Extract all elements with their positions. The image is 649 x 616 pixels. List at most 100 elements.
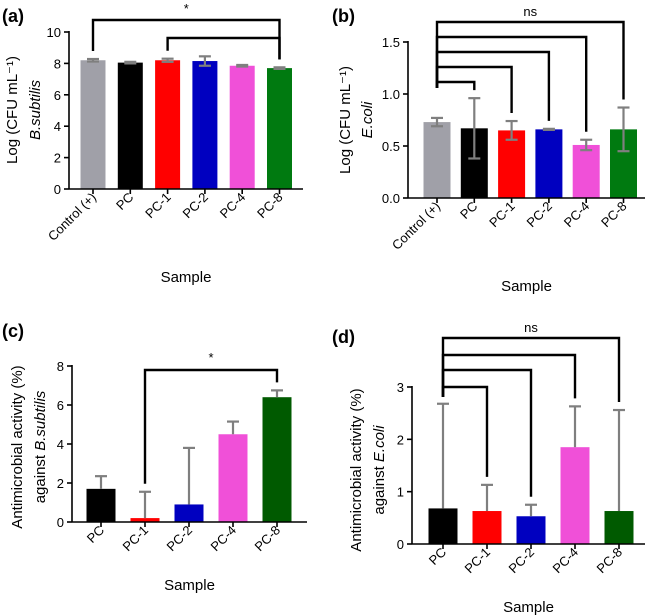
x-tick-label: PC-8 <box>598 199 630 231</box>
x-tick-label: PC-2 <box>164 523 196 555</box>
error-bar <box>580 138 593 152</box>
error-bar <box>87 57 99 63</box>
error-bar <box>271 389 283 398</box>
significance-label: ns <box>523 4 537 19</box>
y-tick-label: 3 <box>397 380 404 395</box>
y-axis-title-line1: Antimicrobial activity (%) <box>9 365 26 528</box>
error-bar <box>139 490 151 519</box>
y-axis-title-line1: Antimicrobial activity (%) <box>348 388 365 551</box>
significance-bracket <box>435 20 625 100</box>
x-tick-label: PC-4 <box>561 199 593 231</box>
bar-pc-1 <box>498 130 526 198</box>
error-bar <box>431 116 443 128</box>
panel-label: (d) <box>332 327 355 347</box>
y-axis-title-line2: against E.coli <box>371 425 388 515</box>
y-tick-label: 1.5 <box>382 35 400 50</box>
y-axis-title-prefix: against <box>371 462 388 515</box>
x-axis-title: Sample <box>164 577 215 594</box>
x-tick-label: PC-8 <box>594 545 626 577</box>
x-tick-label: PC <box>113 190 136 213</box>
error-bar <box>227 420 239 435</box>
error-bar <box>161 57 174 63</box>
significance-bracket <box>441 353 577 399</box>
x-tick-label: PC <box>426 545 449 568</box>
y-tick-label: 0 <box>54 182 61 197</box>
x-axis-title: Sample <box>161 269 212 286</box>
significance-label: * <box>208 350 213 365</box>
bar-pc-4 <box>572 144 600 198</box>
x-tick-label: PC-2 <box>523 199 555 231</box>
x-tick-label: PC-1 <box>486 199 518 231</box>
y-axis-title-organism: E.coli <box>371 425 388 462</box>
panel-label: (c) <box>2 321 24 341</box>
significance-bracket <box>435 80 476 91</box>
bar-pc <box>428 508 458 544</box>
significance-label: ns <box>524 320 538 335</box>
significance-bracket <box>441 368 533 497</box>
y-axis-title-prefix: against <box>32 451 49 504</box>
x-tick-label: PC-8 <box>252 523 284 555</box>
significance-label: * <box>184 1 189 16</box>
y-axis-title-organism: B.subtilis <box>27 79 44 140</box>
error-bar <box>569 405 581 448</box>
y-axis-title-line2: against B.subtilis <box>32 390 49 503</box>
y-tick-label: 8 <box>57 359 64 374</box>
bar-control- <box>423 122 451 198</box>
significance-bracket <box>435 65 513 114</box>
y-tick-label: 0 <box>397 537 404 552</box>
y-tick-label: 8 <box>54 56 61 71</box>
y-axis-title-line1: Log (CFU mL⁻¹) <box>4 56 21 164</box>
error-bar <box>525 503 537 517</box>
x-tick-label: PC-1 <box>462 545 494 577</box>
bar-pc-1 <box>155 60 181 190</box>
significance-bracket <box>91 18 281 60</box>
significance-bracket <box>143 368 279 484</box>
error-bar <box>437 402 449 509</box>
error-bar <box>124 60 137 65</box>
bar-pc <box>86 488 116 522</box>
y-tick-label: 10 <box>47 25 61 40</box>
y-tick-label: 1 <box>397 485 404 500</box>
panel-b: (b) 0.0 0.5 1.0 1.5 Control (+) PC PC-1 PC-2 PC-4… <box>332 4 645 295</box>
y-tick-label: 2 <box>397 432 404 447</box>
x-tick-label: PC-4 <box>550 545 582 577</box>
y-tick-label: 0 <box>57 515 64 530</box>
x-tick-label: PC <box>457 199 480 222</box>
bar-pc-2 <box>174 504 204 522</box>
x-tick-label: PC-2 <box>179 190 211 222</box>
x-axis-title: Sample <box>503 599 554 616</box>
y-tick-label: 6 <box>57 398 64 413</box>
panel-d: (d) 0 1 2 3 PC PC-1 PC-2 PC-4 PC-8 Sample Antimicro… <box>332 320 645 616</box>
y-tick-label: 4 <box>57 437 64 452</box>
bar-pc-4 <box>218 434 248 522</box>
error-bar <box>183 446 195 505</box>
bar-pc-1 <box>472 511 502 544</box>
panel-a: (a) 0 2 4 6 8 10 Control (+) PC PC-1 PC-2 PC-4 PC-8 S… <box>2 1 303 286</box>
error-bar <box>613 408 625 512</box>
y-axis-title-line1: Log (CFU mL⁻¹) <box>337 66 354 174</box>
y-axis-title-organism: B.subtilis <box>32 390 49 451</box>
bar-pc-2 <box>516 516 546 544</box>
y-axis-title-line2: B.subtilis <box>27 79 44 140</box>
error-bar <box>198 55 211 67</box>
y-tick-label: 6 <box>54 88 61 103</box>
significance-bracket <box>435 50 551 121</box>
error-bar <box>542 127 555 131</box>
bar-pc-8 <box>604 511 634 544</box>
y-tick-label: 2 <box>57 476 64 491</box>
bar-pc <box>117 62 143 189</box>
y-tick-label: 0.0 <box>382 191 400 206</box>
x-tick-label: PC-4 <box>217 190 249 222</box>
bar-pc-2 <box>192 61 218 189</box>
x-tick-label: PC <box>84 523 107 546</box>
y-axis-title-organism: E.coli <box>359 101 376 138</box>
error-bar <box>468 97 481 160</box>
x-tick-label: PC-1 <box>120 523 152 555</box>
y-tick-label: 0.5 <box>382 139 400 154</box>
x-tick-label: Control (+) <box>45 190 99 244</box>
bar-control- <box>80 60 106 190</box>
bar-pc-4 <box>560 447 590 544</box>
bar-pc-8 <box>267 68 292 189</box>
significance-bracket <box>441 385 489 477</box>
